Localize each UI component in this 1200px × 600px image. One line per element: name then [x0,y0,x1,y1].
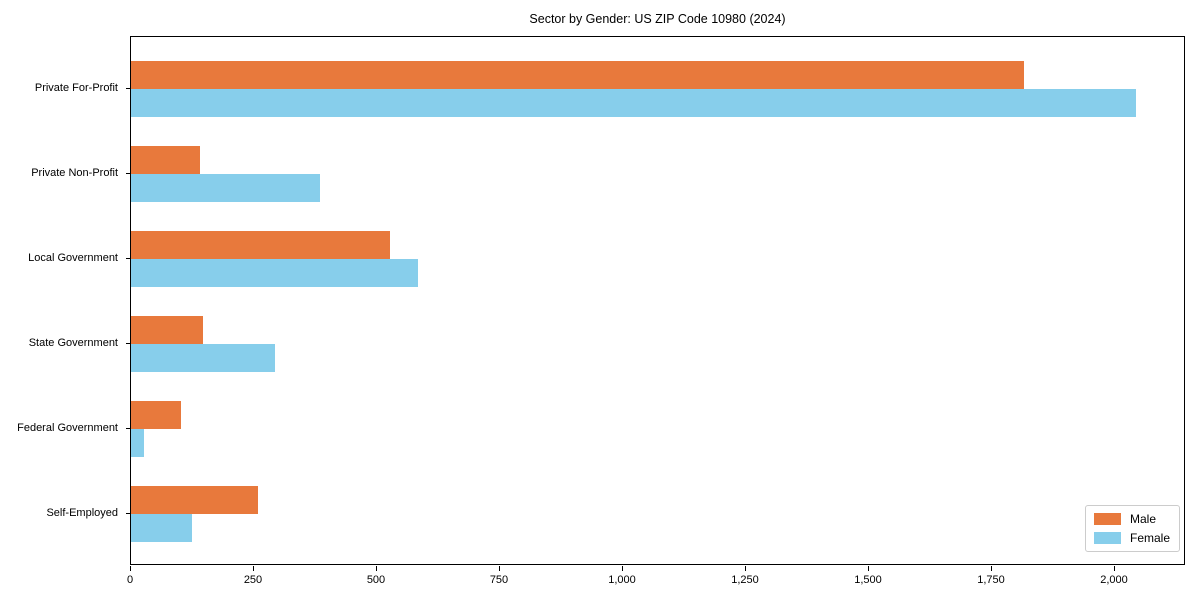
bar-group [131,231,1184,287]
legend-entry-male: Male [1093,512,1170,526]
bar-male-3 [131,316,203,344]
bar-female-1 [131,174,320,202]
x-tick-mark [376,566,377,571]
x-tick-label: 1,750 [977,574,1005,586]
legend-label: Female [1129,531,1170,545]
x-tick-label: 250 [243,574,263,586]
y-tick-mark [126,428,130,429]
x-tick-mark [991,566,992,571]
bar-group [131,316,1184,372]
legend-entry-female: Female [1093,531,1170,545]
bar-group [131,486,1184,542]
x-tick-label: 500 [366,574,386,586]
legend-swatch-female [1093,532,1121,544]
y-tick-mark [126,88,130,89]
x-tick-label: 1,500 [854,574,882,586]
x-tick-label: 0 [126,574,134,586]
legend: Male Female [1084,505,1180,552]
x-tick-label: 750 [489,574,509,586]
y-tick-label: Private Non-Profit [31,167,118,179]
bar-male-5 [131,486,258,514]
bar-female-0 [131,89,1136,117]
x-tick-label: 2,000 [1100,574,1128,586]
x-tick-label: 1,000 [608,574,636,586]
bar-male-1 [131,146,200,174]
legend-label: Male [1129,512,1156,526]
x-tick-mark [130,566,131,571]
chart-title: Sector by Gender: US ZIP Code 10980 (202… [529,12,786,26]
bar-female-2 [131,259,418,287]
bar-group [131,401,1184,457]
bar-male-4 [131,401,181,429]
x-tick-mark [253,566,254,571]
bar-female-4 [131,429,144,457]
legend-swatch-male [1093,513,1121,525]
y-tick-label: Local Government [28,252,118,264]
x-tick-mark [1114,566,1115,571]
bar-group [131,61,1184,117]
y-tick-label: State Government [28,337,118,349]
x-tick-mark [499,566,500,571]
y-tick-mark [126,258,130,259]
x-tick-mark [745,566,746,571]
x-tick-mark [868,566,869,571]
y-tick-mark [126,513,130,514]
bar-female-5 [131,514,192,542]
y-tick-mark [126,343,130,344]
y-tick-label: Private For-Profit [34,82,118,94]
bar-male-0 [131,61,1024,89]
bar-female-3 [131,344,275,372]
bar-male-2 [131,231,390,259]
x-tick-label: 1,250 [731,574,759,586]
x-tick-mark [622,566,623,571]
bar-group [131,146,1184,202]
y-tick-label: Federal Government [17,422,118,434]
plot-area: Male Female [130,36,1185,565]
y-tick-mark [126,173,130,174]
y-tick-label: Self-Employed [46,507,118,519]
